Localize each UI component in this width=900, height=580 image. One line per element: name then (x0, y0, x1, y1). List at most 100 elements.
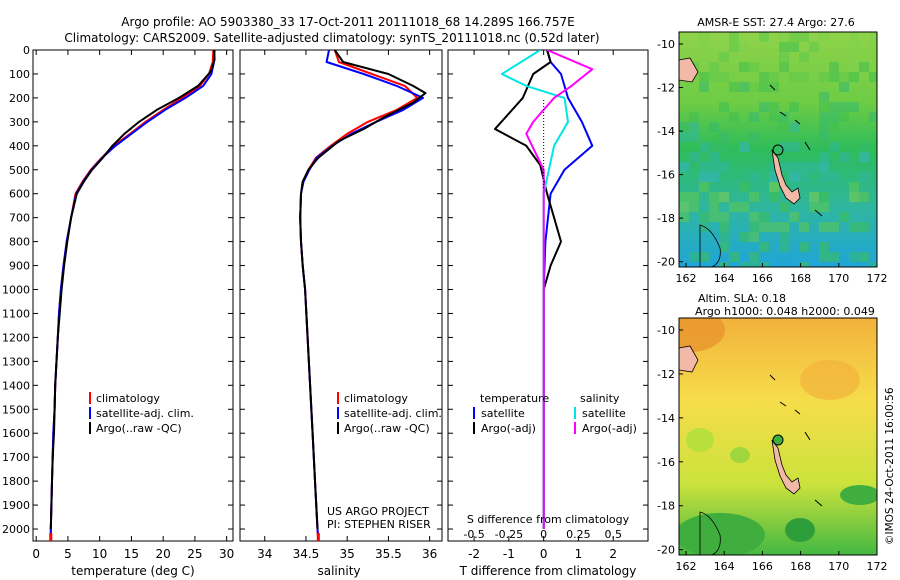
sst-cell (799, 162, 809, 172)
sst-cell (679, 122, 689, 132)
sst-cell (769, 162, 779, 172)
sst-cell (719, 132, 729, 142)
sst-cell (759, 212, 769, 222)
coastline-islets (769, 374, 823, 507)
sst-cell (749, 172, 759, 182)
sst-cell (759, 102, 769, 112)
sst-cell (869, 72, 877, 82)
y-tick-label: 300 (9, 116, 30, 129)
map-x-tick-label: 164 (714, 272, 735, 285)
map-y-tick-label: -12 (657, 82, 675, 95)
sst-cell (749, 222, 759, 232)
sst-cell (819, 112, 829, 122)
legend-label-climatology: climatology (96, 392, 160, 405)
sst-cell (799, 142, 809, 152)
sst-cell (769, 72, 779, 82)
coastline-islets (769, 84, 823, 217)
y-tick-label: 1100 (2, 307, 30, 320)
sst-cell (729, 252, 739, 262)
sst-cell (809, 42, 819, 52)
sst-cell (779, 112, 789, 122)
coastline-vanuatu (771, 149, 801, 205)
sst-cell (779, 242, 789, 252)
sst-cell (839, 82, 849, 92)
map-y-tick-label: -16 (657, 456, 675, 469)
sst-cell (849, 32, 859, 42)
argo-float-marker (772, 144, 784, 156)
x-tick-label: 5 (64, 547, 72, 561)
sst-cell (709, 172, 719, 182)
sst-cell (809, 162, 819, 172)
y-tick-label: 100 (9, 68, 30, 81)
sst-cell (689, 252, 699, 262)
sla-high-blob (800, 360, 860, 400)
sst-cell (709, 72, 719, 82)
sst-cell (799, 242, 809, 252)
difference-plot-frame (447, 49, 649, 542)
sst-cell (819, 192, 829, 202)
sst-cell (789, 172, 799, 182)
sst-cell (849, 192, 859, 202)
x-tick-label: 1 (575, 547, 583, 561)
sst-cell (859, 192, 869, 202)
sst-cell (819, 252, 829, 262)
sst-cell (759, 242, 769, 252)
sst-cell (829, 252, 839, 262)
sst-cell (729, 202, 739, 212)
sst-cell (819, 122, 829, 132)
sst-cell (709, 142, 719, 152)
legend-label-t-satellite: satellite (481, 407, 525, 420)
map-x-tick-label: 172 (867, 560, 888, 573)
sst-cell (769, 82, 779, 92)
sst-cell (729, 112, 739, 122)
map-y-tick-label: -14 (657, 412, 675, 425)
sst-cell (799, 222, 809, 232)
sst-cell (849, 72, 859, 82)
map-y-tick-label: -20 (657, 544, 675, 557)
sst-cell (799, 172, 809, 182)
sst-cell (699, 162, 709, 172)
sst-cell (789, 102, 799, 112)
sst-cell (839, 112, 849, 122)
sla-map-title2: Argo h1000: 0.048 h2000: 0.049 (695, 305, 875, 318)
sst-cell (749, 62, 759, 72)
sst-cell (729, 82, 739, 92)
sst-cell (739, 182, 749, 192)
sst-cell (749, 212, 759, 222)
sst-cell (819, 92, 829, 102)
sst-cell (729, 42, 739, 52)
sst-cell (769, 112, 779, 122)
difference-xlabel: T difference from climatology (459, 564, 637, 578)
sst-cell (739, 62, 749, 72)
legend-label-argo: Argo(..raw -QC) (344, 422, 430, 435)
map-y-tick-label: -10 (657, 38, 675, 51)
sla-map-frame (678, 317, 878, 556)
map-x-tick-label: 166 (752, 560, 773, 573)
sst-cell (849, 42, 859, 52)
sla-low-blob (785, 518, 815, 542)
x-tick-label: 2 (609, 547, 617, 561)
map-y-tick-label: -10 (657, 324, 675, 337)
x-tick-label: 34.5 (293, 547, 320, 561)
sst-cell (869, 262, 877, 267)
sst-cell (759, 82, 769, 92)
y-tick-label: 600 (9, 188, 30, 201)
sst-cell (679, 132, 689, 142)
sst-cell (849, 102, 859, 112)
salinity-xlabel: salinity (317, 564, 360, 578)
legend-label-satellite: satellite-adj. clim. (344, 407, 442, 420)
sst-cell (719, 142, 729, 152)
sst-cell (869, 112, 877, 122)
sst-cell (829, 72, 839, 82)
sst-cell (679, 212, 689, 222)
y-tick-label: 200 (9, 92, 30, 105)
sst-cell (829, 142, 839, 152)
sst-cell (819, 102, 829, 112)
sst-cell (779, 52, 789, 62)
imos-credit: ©IMOS 24-Oct-2011 16:00:56 (884, 387, 896, 545)
figure-title-line1: Argo profile: AO 5903380_33 17-Oct-2011 … (121, 15, 574, 29)
x-tick-label: 25 (187, 547, 202, 561)
y-tick-label: 1000 (2, 284, 30, 297)
series-group (49, 50, 216, 541)
